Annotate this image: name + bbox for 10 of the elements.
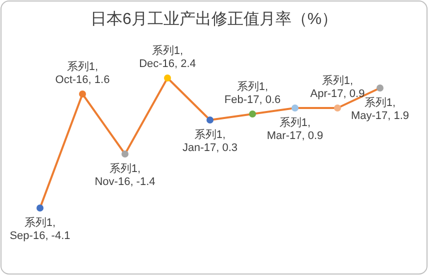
data-label: 系列1, Oct-16, 1.6 (55, 61, 110, 86)
title: 日本6月工业产出修正值月率（%） (90, 11, 338, 28)
data-label: 系列1, Nov-16, -1.4 (94, 163, 156, 188)
data-label: 系列1, Sep-16, -4.1 (10, 217, 70, 242)
data-label: 系列1, Mar-17, 0.9 (266, 117, 324, 142)
data-label: 系列1, Feb-17, 0.6 (224, 81, 281, 106)
data-label: 系列1, Apr-17, 0.9 (310, 75, 365, 100)
data-label: 系列1, May-17, 1.9 (350, 97, 410, 122)
data-label: 系列1, Dec-16, 2.4 (139, 45, 196, 70)
data-label: 系列1, Jan-17, 0.3 (182, 129, 238, 154)
